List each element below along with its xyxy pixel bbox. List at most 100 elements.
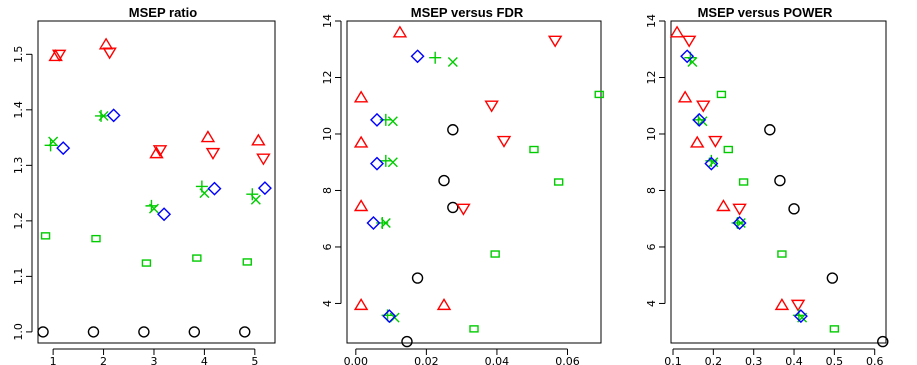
y-tick-label: 6 bbox=[645, 243, 658, 250]
data-point-square bbox=[716, 90, 727, 99]
data-point-triangle-up bbox=[677, 90, 693, 103]
data-point-triangle-down bbox=[102, 47, 117, 60]
series-triangle-down bbox=[456, 35, 563, 216]
series-diamond bbox=[366, 49, 425, 324]
data-point-circle bbox=[438, 174, 450, 187]
data-point-cross bbox=[735, 217, 746, 228]
series-triangle-up bbox=[669, 25, 790, 311]
series-cross bbox=[48, 110, 261, 214]
data-point-triangle-up bbox=[436, 298, 452, 311]
plot-area: 0.00 0.02 0.04 0.06 4 6 8 10 12 14 bbox=[321, 14, 604, 365]
y-tick-label: 12 bbox=[321, 70, 334, 84]
y-tick-label: 10 bbox=[645, 127, 658, 141]
series-circle bbox=[764, 124, 889, 348]
data-point-triangle-up bbox=[200, 130, 216, 143]
plot-area: 1 2 3 4 5 1.0 1.1 1.2 1.3 1.4 1.5 bbox=[12, 20, 276, 365]
x-tick-label: 4 bbox=[201, 355, 208, 365]
data-point-triangle-up bbox=[689, 135, 705, 148]
x-tick-label: 0.5 bbox=[826, 355, 844, 365]
y-tick-label: 1.5 bbox=[12, 46, 25, 64]
y-tick-label: 1.3 bbox=[12, 157, 25, 175]
y-tick-label: 8 bbox=[321, 187, 334, 194]
data-point-square bbox=[490, 250, 500, 258]
data-point-triangle-down bbox=[152, 145, 168, 158]
data-point-triangle-down bbox=[496, 135, 512, 148]
data-point-triangle-up bbox=[716, 199, 731, 212]
y-tick-label: 4 bbox=[645, 300, 658, 307]
series-circle bbox=[401, 124, 459, 348]
y-tick-label: 10 bbox=[321, 127, 334, 141]
data-point-circle bbox=[87, 326, 100, 338]
data-point-square bbox=[529, 145, 539, 154]
data-point-diamond bbox=[793, 309, 808, 324]
data-point-triangle-up bbox=[353, 298, 369, 311]
y-tick-label: 1.2 bbox=[12, 212, 25, 230]
series-cross bbox=[380, 56, 458, 323]
data-point-triangle-down bbox=[681, 35, 697, 48]
chart-title: MSEP ratio bbox=[129, 5, 197, 20]
data-point-triangle-down bbox=[205, 147, 221, 160]
y-tick-label: 6 bbox=[321, 243, 334, 250]
y-tick-label: 12 bbox=[645, 70, 658, 84]
data-point-diamond bbox=[157, 207, 172, 222]
data-point-plus bbox=[95, 109, 108, 122]
data-point-triangle-down bbox=[456, 203, 471, 216]
data-point-circle bbox=[764, 124, 776, 136]
data-point-circle bbox=[188, 326, 201, 338]
data-point-cross bbox=[148, 203, 159, 214]
series-plus bbox=[44, 109, 259, 212]
y-tick-label: 14 bbox=[645, 14, 658, 28]
data-point-square bbox=[829, 325, 840, 333]
data-point-triangle-down bbox=[547, 35, 563, 48]
data-point-triangle-down bbox=[708, 135, 723, 148]
series-plus bbox=[684, 51, 805, 322]
data-point-cross bbox=[687, 56, 698, 67]
data-point-triangle-up bbox=[48, 49, 63, 62]
data-point-square bbox=[192, 254, 202, 262]
data-point-triangle-up bbox=[251, 133, 266, 146]
data-point-diamond bbox=[257, 181, 272, 196]
data-point-diamond bbox=[366, 215, 381, 230]
data-point-cross bbox=[48, 136, 59, 147]
data-point-triangle-up bbox=[149, 146, 164, 159]
x-tick-label: 0.06 bbox=[555, 355, 580, 365]
y-tick-label: 8 bbox=[645, 187, 658, 194]
x-tick-label: 5 bbox=[251, 355, 258, 365]
data-point-square bbox=[469, 325, 479, 333]
data-point-cross bbox=[387, 157, 398, 168]
plot-frame bbox=[346, 20, 602, 344]
data-point-triangle-up bbox=[392, 25, 408, 38]
data-point-square bbox=[141, 259, 152, 267]
data-point-diamond bbox=[732, 215, 747, 230]
y-tick-label: 4 bbox=[321, 300, 334, 307]
data-point-diamond bbox=[704, 156, 719, 171]
data-point-triangle-up bbox=[353, 135, 369, 148]
data-point-square bbox=[777, 250, 787, 258]
data-point-cross bbox=[387, 116, 398, 127]
data-point-circle bbox=[447, 124, 459, 136]
data-point-plus bbox=[246, 188, 259, 201]
data-point-circle bbox=[37, 326, 49, 338]
data-point-circle bbox=[788, 203, 800, 215]
data-point-circle bbox=[138, 326, 150, 338]
plot-frame bbox=[670, 20, 887, 344]
data-point-diamond bbox=[692, 112, 707, 127]
data-point-square bbox=[738, 178, 749, 186]
panel-msep-ratio: MSEP ratio 1 2 3 4 5 1.0 1.1 1.2 1.3 1.4 1.5 bbox=[12, 5, 276, 365]
data-point-square bbox=[553, 178, 564, 186]
chart-title: MSEP versus FDR bbox=[411, 5, 524, 20]
data-point-triangle-up bbox=[353, 90, 369, 103]
data-point-triangle-down bbox=[51, 49, 67, 62]
data-point-circle bbox=[447, 201, 459, 214]
data-point-circle bbox=[411, 272, 424, 284]
chart-title: MSEP versus POWER bbox=[698, 5, 833, 20]
data-point-diamond bbox=[369, 156, 384, 171]
data-point-diamond bbox=[56, 141, 71, 156]
data-point-plus bbox=[379, 113, 392, 126]
data-point-square bbox=[40, 232, 51, 240]
panel-msep-versus-power: MSEP versus POWER 0.1 0.2 0.3 0.4 0.5 0.6 4 6 8 1… bbox=[645, 5, 889, 365]
data-point-triangle-down bbox=[256, 153, 271, 166]
series-triangle-up bbox=[48, 37, 266, 159]
data-point-square bbox=[594, 90, 604, 99]
